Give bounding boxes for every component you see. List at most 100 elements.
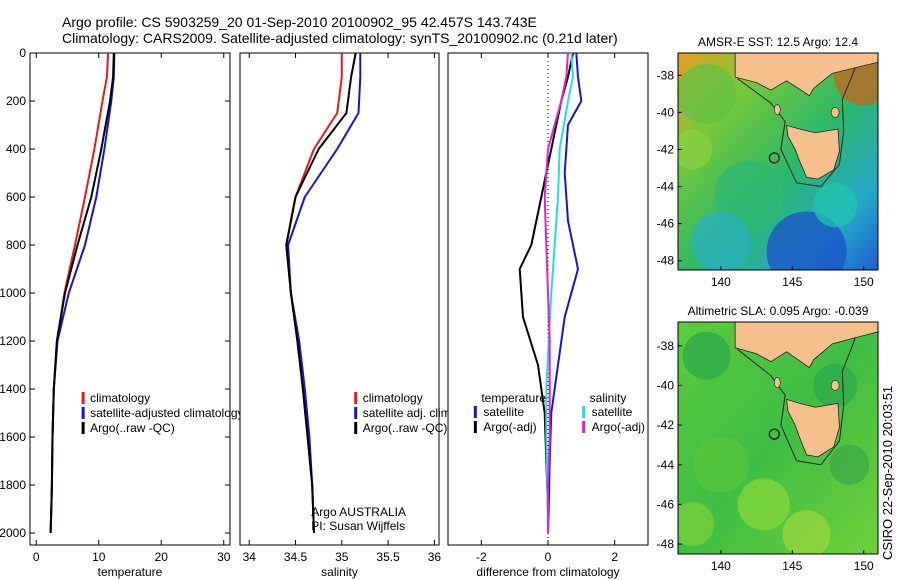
- series-argo-raw-qc-: [49, 52, 115, 534]
- salinity-xtick-label: 35.5: [376, 550, 400, 564]
- legend-label: satellite adj. clim.: [363, 406, 454, 420]
- legend-label: Argo(..raw -QC): [363, 421, 448, 435]
- field-blob: [766, 211, 847, 270]
- shelf-contour: [734, 53, 862, 188]
- sst-map-ytick-label: -44: [657, 180, 675, 194]
- series-argo-raw-qc-: [285, 52, 357, 534]
- mainland-australia: [734, 53, 878, 97]
- depth-tick-label: 200: [6, 94, 26, 108]
- flinders-island: [830, 107, 840, 118]
- shelf-contour: [734, 322, 862, 466]
- sla-map-xtick-label: 140: [711, 559, 731, 573]
- field-blob: [678, 502, 715, 547]
- legend-label: satellite: [592, 405, 633, 419]
- panel-temperature: 0 10 20 30 0 200 400 600 800 1000 1200 1400 1600 1800…: [0, 46, 244, 579]
- sla-map-ytick-label: -48: [657, 537, 675, 551]
- sla-map-title: Altimetric SLA: 0.095 Argo: -0.039: [688, 304, 869, 318]
- series-salinity-argo-adj-: [543, 52, 569, 533]
- tasmania: [786, 398, 840, 458]
- field-blob: [813, 183, 858, 228]
- field-blob: [682, 331, 731, 380]
- temperature-axes-box: [29, 52, 231, 546]
- depth-tick-label: 1200: [0, 334, 26, 348]
- legend-label: Argo(..raw -QC): [90, 421, 175, 435]
- temperature-xlabel: temperature: [98, 565, 163, 579]
- sla-map-xtick-label: 150: [854, 559, 874, 573]
- depth-tick-label: 600: [6, 190, 26, 204]
- difference-xtick-label: 0: [545, 550, 552, 564]
- sst-map-frame: [677, 52, 879, 271]
- depth-tick-label: 1400: [0, 382, 26, 396]
- legend-label: satellite-adjusted climatology: [90, 406, 243, 420]
- sla-map-ytick-label: -40: [657, 378, 675, 392]
- salinity-xtick-label: 35: [335, 550, 349, 564]
- depth-tick-label: 400: [6, 142, 26, 156]
- series-salinity-satellite: [545, 52, 574, 534]
- salinity-axes-box: [239, 52, 440, 546]
- sst-map-ytick-label: -42: [657, 142, 675, 156]
- depth-tick-label: 1000: [0, 286, 26, 300]
- sst-map-ytick-label: -40: [657, 105, 675, 119]
- sla-map-frame: [677, 321, 879, 555]
- sst-map-xtick-label: 145: [782, 275, 802, 289]
- field-blob: [737, 478, 790, 531]
- temperature-xtick-label: 30: [217, 550, 231, 564]
- temperature-xtick-label: 10: [92, 550, 106, 564]
- figure-title-line2: Climatology: CARS2009. Satellite-adjuste…: [62, 30, 618, 46]
- salinity-xtick-label: 34.5: [284, 550, 308, 564]
- sla-map-xtick-label: 145: [782, 559, 802, 573]
- sla-map-ytick-label: -42: [657, 418, 675, 432]
- king-island: [773, 377, 781, 388]
- sst-map-xtick-label: 150: [854, 275, 874, 289]
- legend-label: climatology: [90, 391, 150, 405]
- sla-map-ytick-label: -38: [657, 339, 675, 353]
- sst-map-ytick-label: -48: [657, 254, 675, 268]
- legend-label: Argo(-adj): [483, 420, 536, 434]
- sst-map-ytick-label: -46: [657, 217, 675, 231]
- argo-position-marker: [768, 428, 780, 440]
- tasmania: [786, 124, 840, 180]
- depth-tick-label: 1600: [0, 430, 26, 444]
- argo-position-marker: [768, 152, 780, 164]
- sla-map-field: [678, 322, 878, 554]
- sst-map-title: AMSR-E SST: 12.5 Argo: 12.4: [698, 35, 858, 49]
- figure-title-line1: Argo profile: CS 5903259_20 01-Sep-2010 …: [62, 14, 537, 30]
- sst-map-xtick-label: 140: [711, 275, 731, 289]
- field-blob: [690, 212, 751, 270]
- legend-label: satellite: [483, 405, 524, 419]
- field-blob: [692, 436, 749, 493]
- sst-map-ytick-label: -38: [657, 68, 675, 82]
- difference-xtick-label: -2: [476, 550, 487, 564]
- sla-map-ytick-label: -44: [657, 458, 675, 472]
- mainland-australia: [734, 322, 878, 369]
- depth-tick-label: 1800: [0, 478, 26, 492]
- depth-tick-label: 0: [19, 46, 26, 60]
- king-island: [773, 104, 781, 115]
- legend-label: Argo(-adj): [592, 420, 645, 434]
- field-blob: [714, 160, 785, 231]
- annotation-text: PI: Susan Wijffels: [311, 519, 405, 533]
- panel-sst-map: 140 145 150 -38 -40 -42 -44 -46 -48 AMSR-E SST: 1…: [657, 35, 879, 289]
- legend-group-temperature: temperature: [481, 391, 546, 405]
- field-blob: [678, 63, 737, 124]
- sla-map-ytick-label: -46: [657, 497, 675, 511]
- side-stamp: CSIRO 22-Sep-2010 20:03:51: [880, 386, 895, 560]
- panel-salinity: 34 34.5 35 35.5 36 salinity climatologysatelli…: [239, 52, 454, 579]
- legend-label: climatology: [363, 391, 423, 405]
- field-blob: [678, 129, 713, 170]
- annotation-text: Argo AUSTRALIA: [311, 505, 406, 519]
- field-blob: [782, 510, 831, 554]
- depth-tick-label: 800: [6, 238, 26, 252]
- salinity-xlabel: salinity: [321, 565, 358, 579]
- difference-xtick-label: 2: [611, 550, 618, 564]
- legend-group-salinity: salinity: [590, 391, 627, 405]
- salinity-xtick-label: 34: [243, 550, 257, 564]
- flinders-island: [830, 380, 840, 391]
- difference-xlabel: difference from climatology: [476, 565, 619, 579]
- temperature-xtick-label: 20: [155, 550, 169, 564]
- field-blob: [829, 444, 870, 485]
- salinity-xtick-label: 36: [428, 550, 442, 564]
- panel-sla-map: 140 145 150 -38 -40 -42 -44 -46 -48 Altimetric SL…: [657, 304, 879, 573]
